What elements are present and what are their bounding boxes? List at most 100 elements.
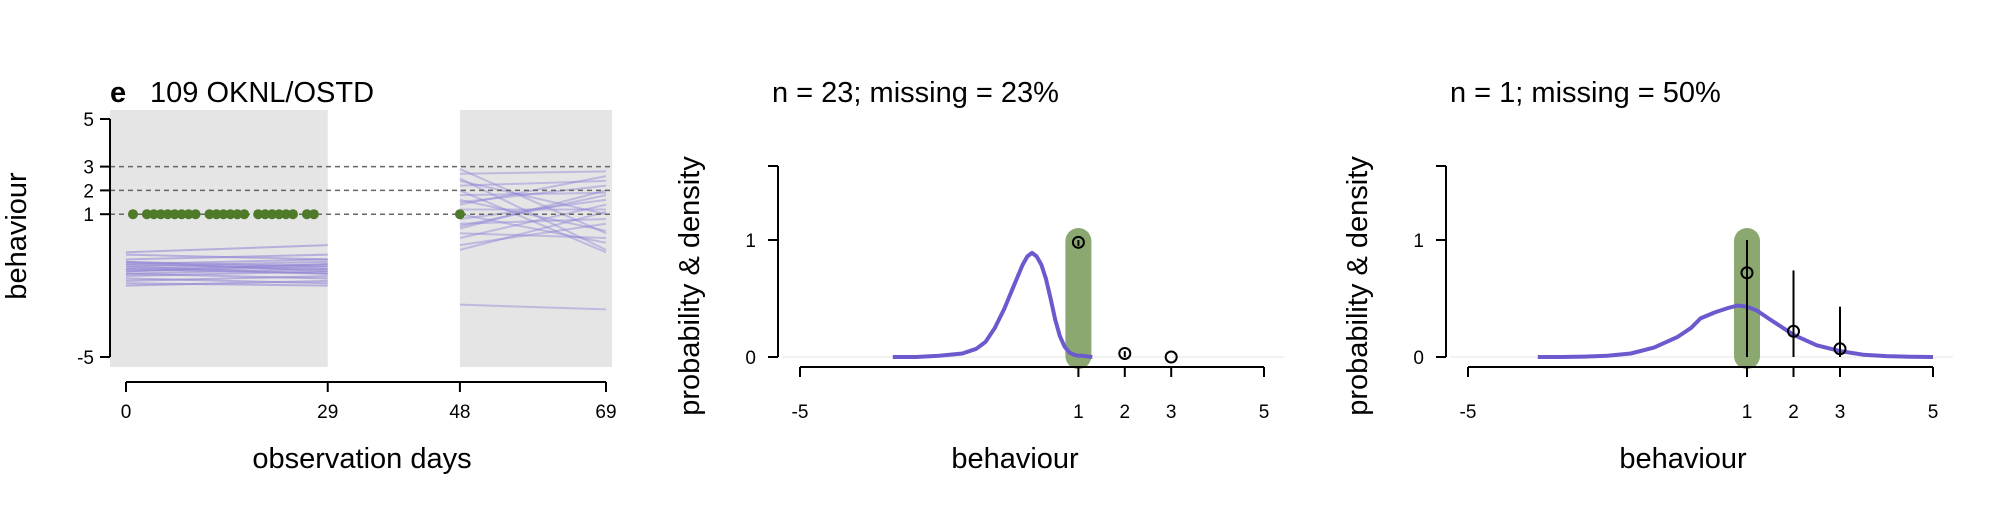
observed-points (127, 209, 465, 220)
density-panel-1: 0 1 -5 1 2 3 5 n = 23; missing = 23% behaviour… (674, 77, 1284, 475)
y-tick-label: 5 (83, 110, 94, 131)
y-tick-label: 0 (745, 348, 756, 369)
observed-point (141, 209, 152, 220)
observed-point (204, 209, 215, 220)
trajectory-line (459, 213, 607, 244)
panel-title: 109 OKNL/OSTD (150, 77, 374, 109)
probability-point (1740, 266, 1754, 280)
trajectory-line (125, 282, 328, 287)
y-tick-label: 1 (83, 205, 94, 226)
observed-point (239, 209, 250, 220)
probability-point (1071, 235, 1085, 249)
trajectory-line (459, 194, 607, 228)
observed-point (281, 209, 291, 220)
axes: 0 1 -5 1 2 3 5 (745, 165, 1269, 423)
observed-point (190, 209, 201, 220)
trajectory-line (459, 179, 607, 216)
trajectory-line (459, 184, 607, 204)
x-axis-label: behaviour (951, 443, 1079, 475)
observed-point (183, 209, 194, 220)
density-curve (1537, 303, 1934, 359)
trajectory-line (125, 267, 328, 275)
trajectory-line (459, 198, 607, 232)
shaded-period-1 (110, 110, 328, 367)
x-tick-label: -5 (792, 402, 809, 423)
y-tick-label: 2 (83, 181, 94, 202)
trajectory-line (459, 191, 607, 197)
panel-letter: e (110, 77, 126, 109)
trajectory-line (459, 179, 607, 187)
trajectory-lines (125, 168, 607, 311)
trajectory-line (459, 189, 607, 254)
observed-point (225, 209, 236, 220)
trajectory-line (459, 203, 607, 239)
probability-point (1164, 350, 1178, 364)
panel-title: n = 1; missing = 50% (1450, 77, 1721, 109)
observed-point (274, 209, 285, 220)
x-tick-label: 2 (1788, 402, 1799, 423)
observed-point (232, 209, 243, 220)
probability-point (1833, 342, 1847, 356)
trajectory-line (459, 303, 607, 311)
trajectory-line (459, 198, 607, 220)
trajectory-line (125, 263, 328, 273)
y-tick-label: 3 (83, 158, 94, 179)
observed-point (155, 209, 166, 220)
observed-point (162, 209, 173, 220)
observed-point (301, 209, 312, 220)
probability-point (1118, 346, 1132, 360)
shaded-period-2 (459, 110, 612, 367)
observed-point (267, 209, 278, 220)
x-tick-label: 48 (449, 402, 470, 423)
probability-point (1787, 324, 1800, 338)
x-tick-label: -5 (1460, 402, 1477, 423)
trajectory-line (125, 253, 328, 261)
density-panel-2: 01-5 1 2 3 5 n = 1; missing = 50% behaviour … (1342, 77, 1953, 475)
y-tick-label: 0 (1413, 348, 1424, 369)
x-tick-label: 69 (595, 402, 616, 423)
observed-point (176, 209, 187, 220)
observed-point (169, 209, 180, 220)
trajectory-panel: -5 1 23 5 0 29 48 69 e 109 OKNL/OSTD observatio… (1, 77, 617, 475)
trajectory-line (459, 175, 607, 206)
trajectory-line (459, 189, 607, 230)
x-axis-label: behaviour (1619, 443, 1747, 475)
probability-points (1740, 240, 1847, 357)
x-tick-label: 3 (1166, 402, 1177, 423)
trajectory-line (459, 217, 607, 225)
density-curve (892, 250, 1093, 359)
observed-point (253, 209, 264, 220)
observed-point (148, 209, 159, 220)
trajectory-line (125, 279, 328, 287)
y-axis-label: probability & density (674, 156, 706, 416)
observed-point (127, 209, 138, 220)
panel-title: n = 23; missing = 23% (772, 77, 1059, 109)
y-axis-label: probability & density (1342, 156, 1374, 416)
highlight-band (1065, 228, 1092, 369)
x-tick-label: 1 (1742, 402, 1753, 423)
x-axis-label: observation days (252, 443, 471, 475)
axes: 0 1 -5 1 2 3 5 (1413, 165, 1939, 423)
observed-point (287, 209, 298, 220)
axes: -5 1 23 5 0 29 48 69 (77, 110, 616, 423)
x-tick-label: 2 (1120, 402, 1131, 423)
y-tick-label: 1 (1413, 231, 1424, 252)
trajectory-line (459, 177, 607, 251)
trajectory-line (459, 170, 607, 175)
y-tick-label: 1 (745, 231, 756, 252)
y-axis-label: behaviour (1, 172, 33, 300)
trajectory-line (459, 210, 607, 251)
x-tick-label: 5 (1928, 402, 1939, 423)
trajectory-line (459, 222, 607, 247)
observed-point (454, 209, 465, 220)
probability-points (1071, 235, 1178, 364)
x-tick-label: 1 (1073, 402, 1084, 423)
observed-point (260, 209, 271, 220)
observed-point (218, 209, 229, 220)
x-tick-label: 0 (121, 402, 132, 423)
trajectory-line (125, 275, 328, 282)
trajectory-line (125, 265, 328, 275)
observed-point (211, 209, 222, 220)
